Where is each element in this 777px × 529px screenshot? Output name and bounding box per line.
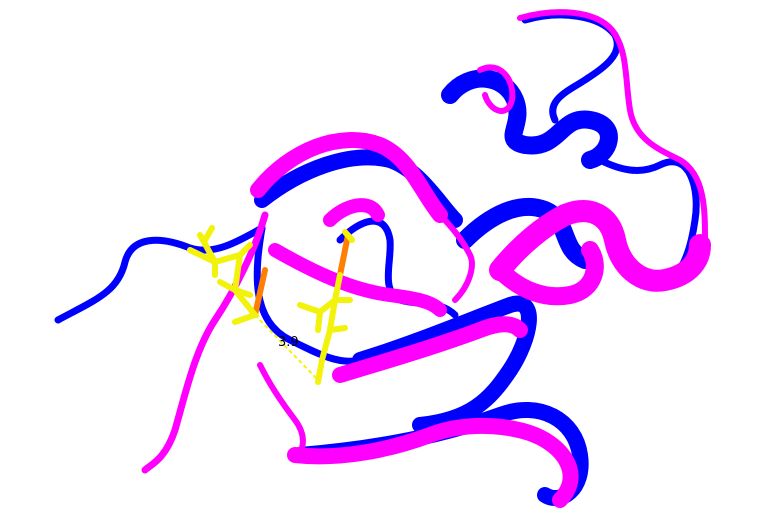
blue-top-loop xyxy=(521,11,621,124)
blue-long-strand xyxy=(352,295,537,433)
blue-mid-helix xyxy=(456,197,594,269)
left-residue-stick xyxy=(187,225,260,325)
magenta-inner-sheet xyxy=(268,243,447,317)
magenta-long-strand xyxy=(332,316,528,383)
right-residue-stick xyxy=(297,229,355,385)
magenta-top-loop xyxy=(517,9,708,243)
magenta-lower-loop xyxy=(257,362,306,463)
backbone-structure-a xyxy=(141,9,711,508)
right-residue-base xyxy=(337,232,351,278)
magenta-inner-turn xyxy=(323,198,385,227)
distance-dashed-line xyxy=(254,314,319,381)
magenta-link-loop xyxy=(437,212,475,303)
magenta-small-loop xyxy=(477,64,516,114)
residue-sticks xyxy=(187,225,355,385)
magenta-left-loop xyxy=(141,211,269,474)
blue-left-loop xyxy=(253,224,364,365)
magenta-bottom-strand xyxy=(287,417,579,508)
left-residue-base xyxy=(252,267,268,318)
blue-helix-top xyxy=(441,69,618,169)
magenta-helix-main xyxy=(489,200,711,292)
distance-measure: 3.9 xyxy=(254,314,319,381)
magenta-sheet-top xyxy=(250,132,448,223)
magenta-helix-lower xyxy=(491,241,604,306)
distance-label: 3.9 xyxy=(278,335,299,350)
blue-n-terminal-tail xyxy=(54,224,266,324)
